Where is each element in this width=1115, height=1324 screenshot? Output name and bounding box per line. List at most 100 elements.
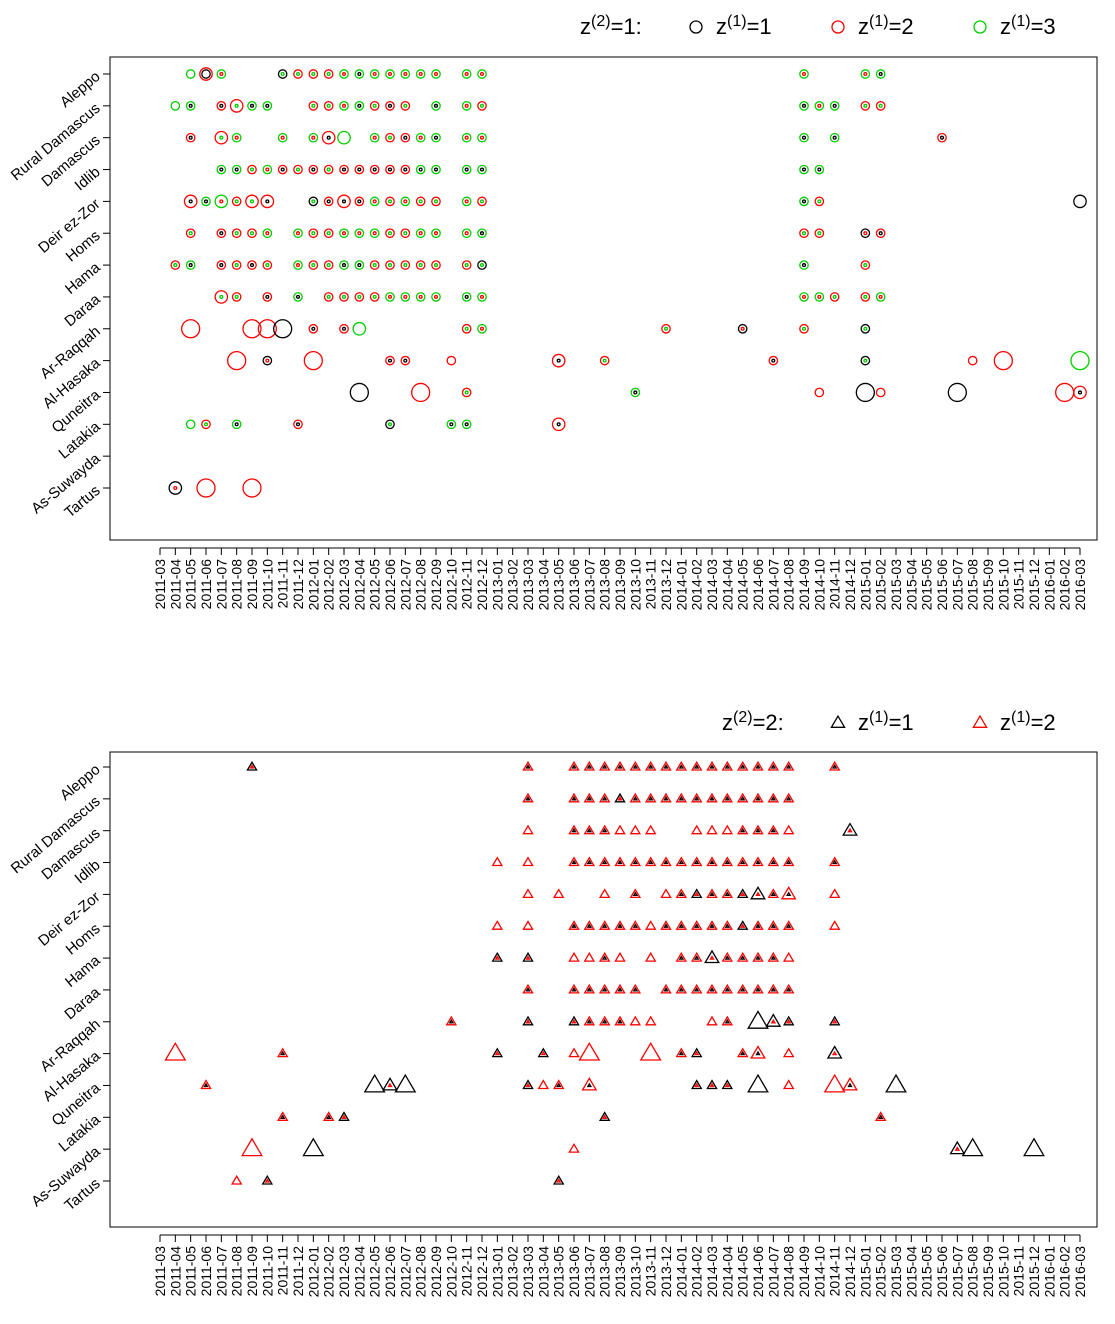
- data-point: [571, 986, 577, 992]
- data-point: [262, 260, 273, 270]
- data-point: [739, 859, 746, 865]
- data-point: [799, 100, 809, 111]
- data-point: [188, 103, 193, 108]
- data-point: [678, 1050, 685, 1056]
- x-tick-label: 2015-10: [995, 1246, 1011, 1298]
- data-point: [675, 983, 688, 994]
- data-point: [357, 199, 362, 204]
- data-point: [257, 319, 277, 339]
- data-point: [823, 1073, 846, 1093]
- data-point: [571, 1018, 577, 1024]
- data-point: [311, 135, 316, 140]
- data-point: [629, 888, 642, 899]
- data-point: [394, 1073, 417, 1093]
- data-point: [860, 292, 871, 302]
- data-point: [690, 792, 703, 803]
- data-point: [601, 1114, 608, 1119]
- data-point: [709, 923, 715, 928]
- data-point: [614, 983, 626, 994]
- data-point: [247, 260, 257, 270]
- x-tick-label: 2014-01: [673, 1246, 689, 1298]
- data-point: [477, 292, 487, 302]
- x-tick-label: 2011-03: [152, 559, 168, 610]
- data-point: [293, 164, 303, 175]
- x-tick-label: 2013-12: [658, 1246, 674, 1298]
- x-tick-label: 2014-02: [689, 1246, 705, 1298]
- data-point: [461, 196, 472, 207]
- data-point: [522, 1079, 534, 1090]
- data-point: [765, 1013, 782, 1027]
- x-tick-label: 2015-08: [965, 1246, 981, 1298]
- data-point: [219, 199, 224, 204]
- x-tick-label: 2012-10: [443, 559, 459, 611]
- data-point: [739, 891, 746, 897]
- data-point: [385, 355, 395, 366]
- data-point: [400, 196, 411, 207]
- data-point: [372, 103, 377, 108]
- data-point: [568, 1047, 580, 1058]
- data-point: [323, 100, 334, 111]
- data-point: [630, 387, 641, 398]
- data-point: [801, 71, 807, 77]
- data-point: [295, 71, 301, 77]
- data-point: [947, 382, 967, 403]
- data-point: [369, 132, 380, 143]
- x-tick-label: 2014-05: [735, 559, 751, 611]
- data-point: [706, 824, 718, 835]
- data-point: [747, 1010, 769, 1029]
- data-point: [939, 135, 945, 140]
- data-point: [675, 1047, 688, 1058]
- x-tick-label: 2016-01: [1041, 1246, 1057, 1298]
- x-tick-label: 2015-02: [873, 559, 889, 611]
- data-point: [357, 263, 362, 268]
- data-point: [448, 1018, 455, 1024]
- data-point: [326, 103, 331, 108]
- data-point: [690, 983, 703, 994]
- data-point: [302, 1137, 325, 1157]
- data-point: [782, 824, 795, 835]
- data-point: [755, 764, 761, 769]
- data-point: [461, 292, 472, 302]
- data-point: [341, 326, 347, 331]
- x-tick-label: 2014-06: [750, 559, 766, 611]
- data-point: [875, 228, 886, 239]
- x-tick-label: 2013-04: [535, 559, 551, 611]
- data-point: [385, 164, 395, 175]
- x-tick-label: 2013-07: [581, 1246, 597, 1298]
- data-point: [385, 100, 395, 111]
- data-point: [293, 419, 303, 430]
- legend-marker: [831, 20, 845, 34]
- data-point: [770, 795, 777, 801]
- x-tick-label: 2013-11: [643, 1246, 659, 1297]
- data-point: [571, 795, 577, 801]
- data-point: [660, 792, 672, 803]
- data-point: [644, 760, 657, 771]
- data-point: [418, 135, 423, 140]
- data-point: [770, 891, 777, 897]
- data-point: [556, 358, 561, 363]
- data-point: [241, 1137, 263, 1157]
- data-point: [363, 1073, 386, 1093]
- data-point: [767, 792, 780, 803]
- data-point: [828, 888, 841, 899]
- data-point: [752, 792, 764, 803]
- data-point: [522, 856, 534, 867]
- data-point: [354, 196, 365, 207]
- data-point: [280, 135, 285, 140]
- legend-prefix: z(2)=2:: [722, 709, 784, 736]
- data-point: [785, 764, 792, 769]
- data-point: [617, 764, 623, 769]
- data-point: [214, 290, 229, 304]
- data-point: [369, 69, 380, 79]
- data-point: [403, 263, 408, 268]
- x-tick-label: 2013-06: [566, 559, 582, 611]
- data-point: [770, 955, 777, 960]
- data-point: [863, 263, 868, 268]
- data-point: [477, 196, 487, 207]
- data-point: [230, 1174, 243, 1185]
- data-point: [614, 792, 626, 803]
- data-point: [552, 1174, 565, 1185]
- data-point: [690, 824, 703, 835]
- data-point: [767, 824, 780, 835]
- data-point: [219, 135, 224, 140]
